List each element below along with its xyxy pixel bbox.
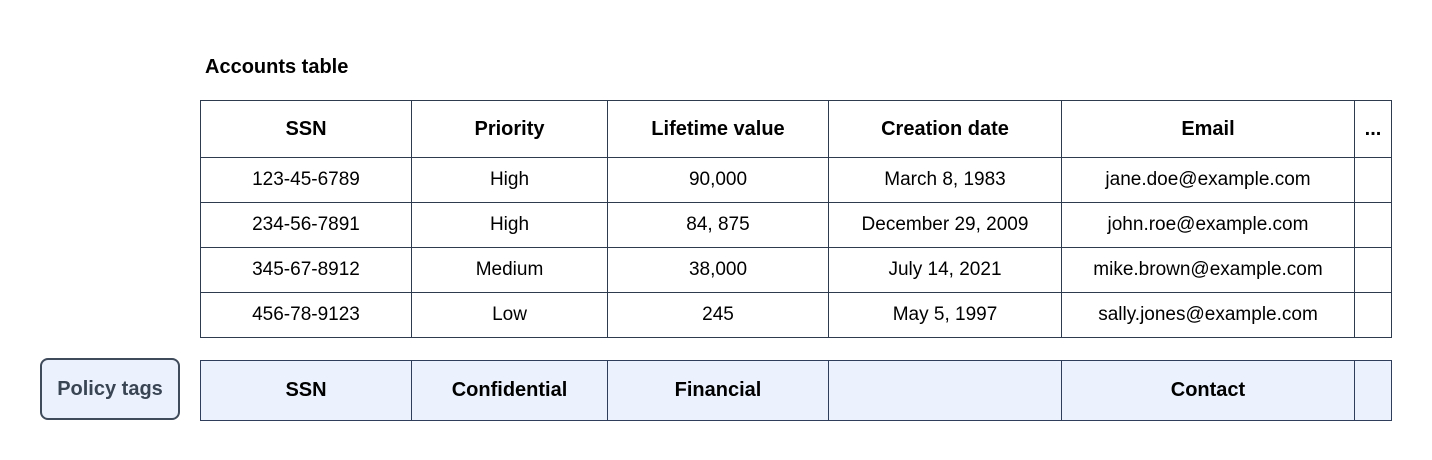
column-header-more: ... <box>1354 100 1392 158</box>
cell-ssn: 234-56-7891 <box>200 202 412 248</box>
cell-lifetime-value: 38,000 <box>607 247 829 293</box>
page-title: Accounts table <box>205 56 349 78</box>
policy-tag-financial: Financial <box>607 360 829 421</box>
policy-tag-empty <box>828 360 1062 421</box>
policy-tag-ssn: SSN <box>200 360 412 421</box>
column-header-ssn: SSN <box>200 100 412 158</box>
cell-email: jane.doe@example.com <box>1061 157 1355 203</box>
cell-creation-date: December 29, 2009 <box>828 202 1062 248</box>
cell-creation-date: May 5, 1997 <box>828 292 1062 338</box>
cell-ssn: 345-67-8912 <box>200 247 412 293</box>
table-row: 123-45-6789 High 90,000 March 8, 1983 ja… <box>200 157 1392 203</box>
table-header-row: SSN Priority Lifetime value Creation dat… <box>200 100 1392 158</box>
cell-more <box>1354 157 1392 203</box>
cell-more <box>1354 202 1392 248</box>
cell-lifetime-value: 245 <box>607 292 829 338</box>
cell-creation-date: March 8, 1983 <box>828 157 1062 203</box>
table-row: 234-56-7891 High 84, 875 December 29, 20… <box>200 202 1392 248</box>
cell-more <box>1354 247 1392 293</box>
cell-email: sally.jones@example.com <box>1061 292 1355 338</box>
cell-lifetime-value: 84, 875 <box>607 202 829 248</box>
policy-tag-contact: Contact <box>1061 360 1355 421</box>
cell-priority: Medium <box>411 247 608 293</box>
cell-more <box>1354 292 1392 338</box>
table-row: 345-67-8912 Medium 38,000 July 14, 2021 … <box>200 247 1392 293</box>
cell-lifetime-value: 90,000 <box>607 157 829 203</box>
cell-priority: Low <box>411 292 608 338</box>
column-header-email: Email <box>1061 100 1355 158</box>
policy-tags-row: SSN Confidential Financial Contact <box>200 360 1392 421</box>
column-header-creation-date: Creation date <box>828 100 1062 158</box>
policy-tags-button[interactable]: Policy tags <box>40 358 180 420</box>
cell-creation-date: July 14, 2021 <box>828 247 1062 293</box>
cell-priority: High <box>411 202 608 248</box>
policy-tags-cells: SSN Confidential Financial Contact <box>200 360 1392 421</box>
policy-tag-confidential: Confidential <box>411 360 608 421</box>
table-row: 456-78-9123 Low 245 May 5, 1997 sally.jo… <box>200 292 1392 338</box>
cell-ssn: 123-45-6789 <box>200 157 412 203</box>
accounts-table: SSN Priority Lifetime value Creation dat… <box>200 100 1392 338</box>
column-header-priority: Priority <box>411 100 608 158</box>
column-header-lifetime-value: Lifetime value <box>607 100 829 158</box>
policy-tag-empty-more <box>1354 360 1392 421</box>
cell-priority: High <box>411 157 608 203</box>
cell-ssn: 456-78-9123 <box>200 292 412 338</box>
cell-email: john.roe@example.com <box>1061 202 1355 248</box>
cell-email: mike.brown@example.com <box>1061 247 1355 293</box>
